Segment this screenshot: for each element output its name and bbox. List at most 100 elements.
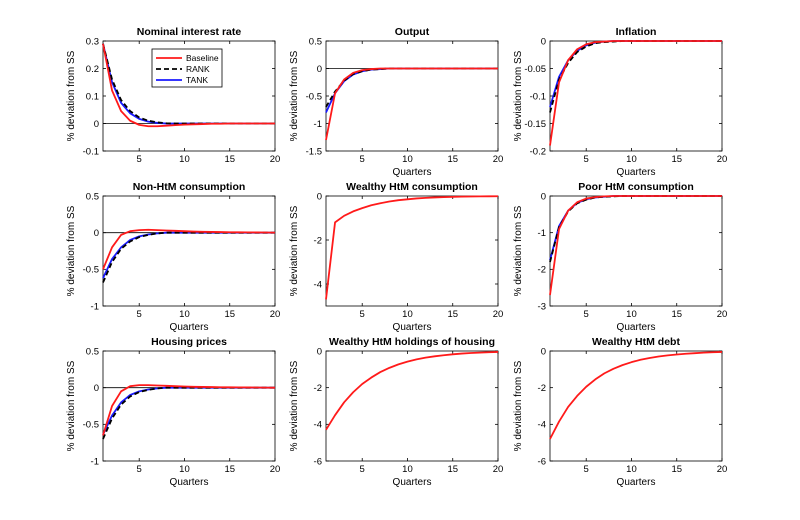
x-axis-label: Quarters [170,477,209,488]
x-tick-label: 15 [224,309,235,320]
x-tick-label: 5 [137,464,142,475]
series-line-baseline [325,351,499,431]
y-axis-label: % deviation from SS [66,360,77,451]
axes-box [102,350,276,462]
panel-9: 5 10 15 20 -6 -4 -2 0 Wealthy HtM debt Quarters % … [513,336,727,488]
y-tick-label: -2 [314,383,322,394]
x-tick-label: 20 [717,309,728,320]
y-tick-label: -0.1 [530,91,546,102]
x-tick-label: 10 [402,309,413,320]
x-axis-label: Quarters [617,477,656,488]
y-tick-label: 0 [541,191,546,202]
y-axis-label: % deviation from SS [66,205,77,296]
y-tick-label: 0 [317,64,322,75]
x-tick-label: 20 [493,464,504,475]
x-tick-label: 5 [360,464,365,475]
x-tick-label: 10 [402,464,413,475]
axes-box [549,195,723,307]
y-tick-label: -2 [314,235,322,246]
x-tick-label: 20 [717,154,728,165]
x-tick-label: 20 [270,309,281,320]
x-axis-label: Quarters [617,322,656,333]
x-tick-label: 5 [584,309,589,320]
axes-box [325,195,499,307]
x-tick-label: 10 [626,309,637,320]
y-tick-label: -0.05 [524,64,546,75]
y-tick-label: -3 [538,301,546,312]
legend-label-baseline: Baseline [186,53,219,63]
y-axis-label: % deviation from SS [289,360,300,451]
y-tick-label: 0.5 [86,191,99,202]
series-line-baseline [549,40,722,146]
y-tick-label: -4 [538,420,546,431]
panel-6: 5 10 15 20 -3 -2 -1 0 Poor HtM consumption Quarte… [513,181,727,333]
axes-box [549,350,723,462]
y-tick-label: -0.5 [306,91,322,102]
y-axis-label: % deviation from SS [513,360,524,451]
axes-box [325,350,499,462]
y-tick-label: 0.2 [86,64,99,75]
series-line-rank [549,195,722,263]
x-tick-label: 20 [270,154,281,165]
y-tick-label: -0.2 [530,146,546,157]
x-tick-label: 15 [671,154,682,165]
x-tick-label: 10 [626,464,637,475]
axes-box [549,40,723,152]
x-axis-label: Quarters [393,167,432,178]
x-tick-label: 20 [493,154,504,165]
x-tick-label: 5 [360,154,365,165]
axes-box [325,40,499,152]
y-tick-label: -6 [538,456,546,467]
y-tick-label: 0 [94,119,99,130]
series-line-baseline [102,43,275,128]
y-tick-label: -0.5 [83,265,99,276]
x-tick-label: 15 [447,154,458,165]
panel-title: Output [395,26,430,38]
axes-box [102,195,276,307]
y-tick-label: 0.3 [86,36,99,47]
x-tick-label: 10 [402,154,413,165]
y-tick-label: -0.5 [83,420,99,431]
panel-title: Nominal interest rate [137,26,242,38]
y-tick-label: -1 [91,301,99,312]
x-tick-label: 5 [137,154,142,165]
x-tick-label: 10 [626,154,637,165]
y-tick-label: -1 [538,228,546,239]
x-axis-label: Quarters [617,167,656,178]
x-tick-label: 5 [584,464,589,475]
legend-label-rank: RANK [186,64,210,74]
y-tick-label: -4 [314,279,322,290]
panel-title: Non-HtM consumption [133,181,246,193]
panel-5: 5 10 15 20 -4 -2 0 Wealthy HtM consumption Quart… [289,181,503,333]
panel-8: 5 10 15 20 -6 -4 -2 0 Wealthy HtM holdings of ho… [289,336,503,488]
panel-1: 5 10 15 20 -0.1 0 0.1 0.2 0.3 Nominal interest ra… [66,26,280,165]
y-axis-label: % deviation from SS [513,205,524,296]
y-tick-label: 0.5 [309,36,322,47]
y-tick-label: 0 [94,228,99,239]
x-tick-label: 10 [179,154,190,165]
y-tick-label: 0 [541,346,546,357]
y-tick-label: -0.15 [524,119,546,130]
y-tick-label: 0 [94,383,99,394]
legend-label-tank: TANK [186,75,208,85]
series-line-baseline [102,384,276,436]
series-line-baseline [549,195,722,296]
x-tick-label: 15 [447,464,458,475]
x-tick-label: 20 [493,309,504,320]
panel-3: 5 10 15 20 -0.2 -0.15 -0.1 -0.05 0 Inflation Quart… [513,26,727,178]
y-tick-label: 0.1 [86,91,99,102]
panel-title: Housing prices [151,336,227,348]
y-axis-label: % deviation from SS [289,205,300,296]
series-line-baseline [549,351,723,440]
y-tick-label: -1 [314,119,322,130]
series-line-baseline [325,67,498,141]
x-axis-label: Quarters [393,477,432,488]
y-tick-label: -6 [314,456,322,467]
y-tick-label: -2 [538,265,546,276]
x-axis-label: Quarters [170,322,209,333]
y-axis-label: % deviation from SS [66,50,77,141]
panel-4: 5 10 15 20 -1 -0.5 0 0.5 Non-HtM consumption Quar… [66,181,280,333]
y-axis-label: % deviation from SS [513,50,524,141]
y-tick-label: 0 [317,346,322,357]
